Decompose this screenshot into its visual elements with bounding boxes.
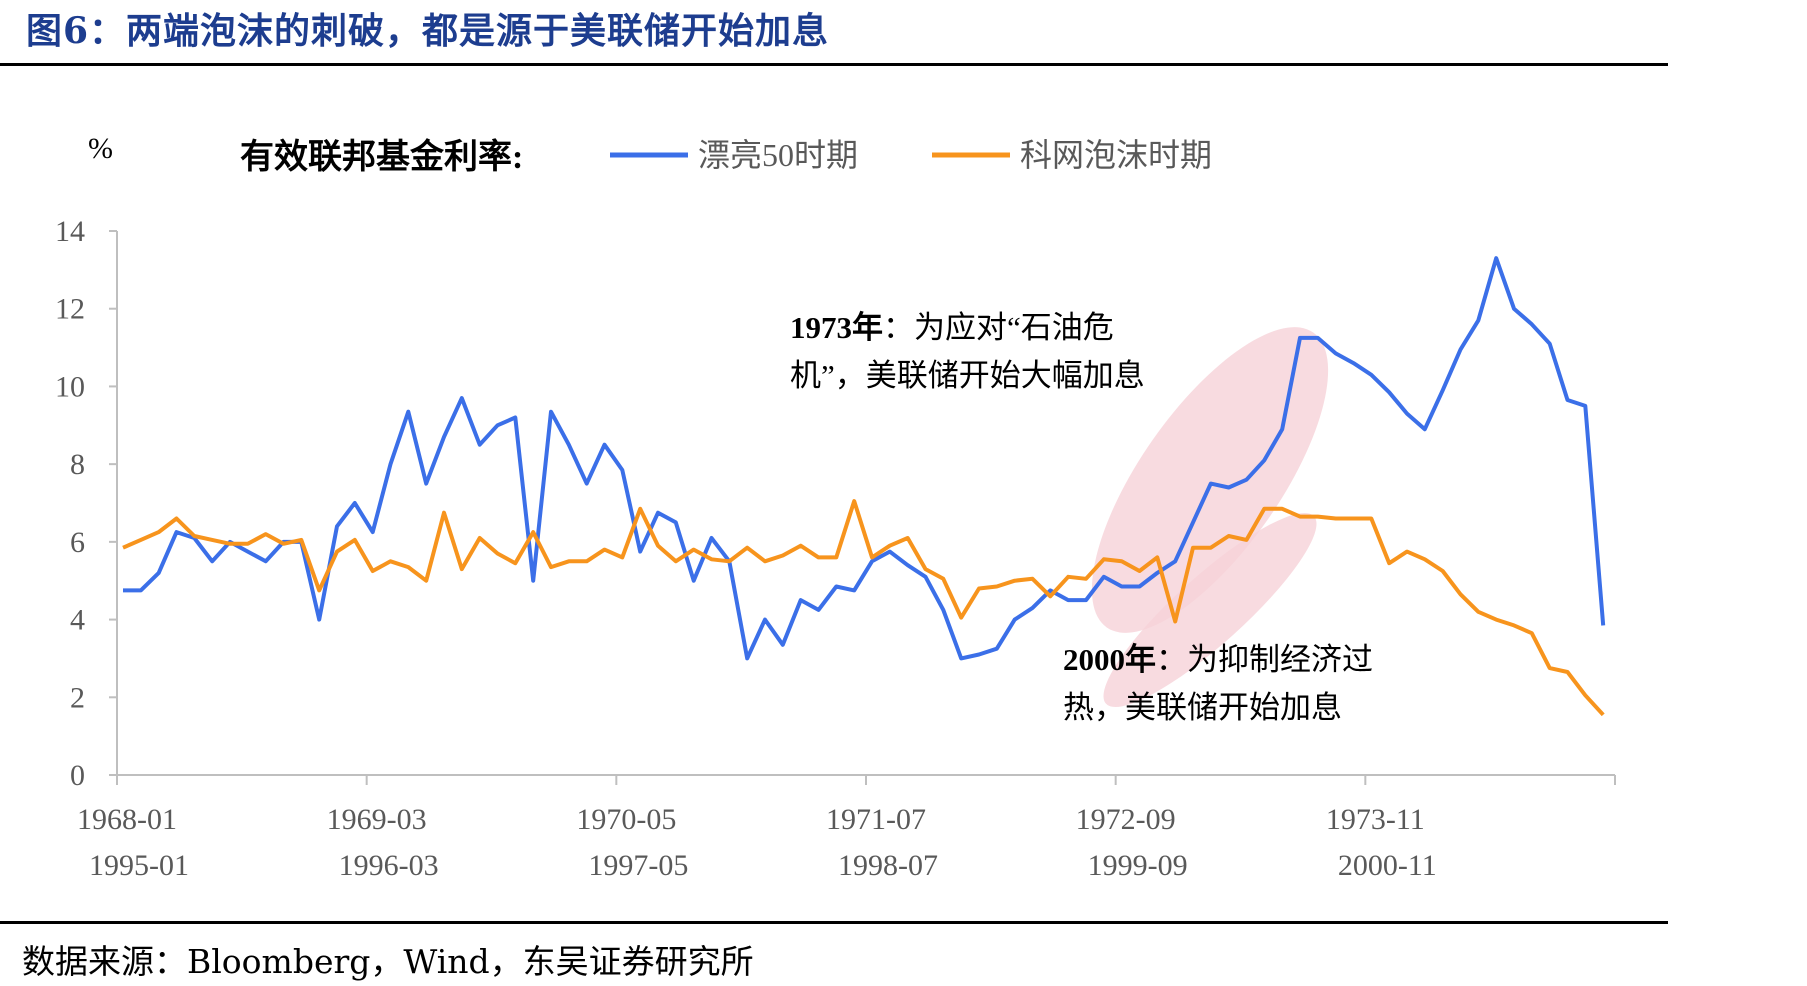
x-tick-label-1995: 1998-07 [838,849,938,882]
annotation-1973: 1973年：为应对“石油危 [790,310,1114,345]
annotation-1973-line2: 机”，美联储开始大幅加息 [790,358,1145,393]
annotation-2000-line2: 热，美联储开始加息 [1063,690,1342,725]
series-line-beautiful50 [123,256,1606,661]
highlight-1973 [1091,327,1329,633]
y-tick-label: 12 [55,293,85,326]
x-tick-label-1995: 2000-11 [1338,849,1437,882]
y-tick-label: 6 [70,526,85,559]
x-tick-label-1968: 1972-09 [1076,803,1176,836]
top-rule [0,63,1668,66]
annotation-2000-line1: ：为抑制经济过 [1156,642,1373,677]
y-tick-label: 4 [70,604,85,637]
legend-label-a: 漂亮50时期 [698,137,858,173]
x-tick-label-1995: 1999-09 [1088,849,1188,882]
y-tick-label: 14 [55,215,85,248]
annotation-2000-year: 2000年 [1063,642,1156,677]
y-tick-label: 2 [70,681,85,714]
y-unit-label: % [88,132,113,165]
bottom-rule [0,921,1668,924]
x-tick-label-1968: 1973-11 [1326,803,1425,836]
source-note: 数据来源：Bloomberg，Wind，东吴证券研究所 [22,942,754,981]
x-tick-label-1995: 1995-01 [89,849,189,882]
x-tick-label-1968: 1971-07 [826,803,926,836]
y-tick-label: 0 [70,759,85,792]
legend-label-b: 科网泡沫时期 [1020,137,1212,173]
x-tick-label-1995: 1997-05 [588,849,688,882]
annotation-1973-year: 1973年 [790,310,883,345]
line-chart: % 有效联邦基金利率: 漂亮50时期 科网泡沫时期 0 2 4 6 8 10 12 14 19… [55,132,1616,882]
y-tick-label: 10 [55,370,85,403]
series-line-dotcom [122,499,1605,717]
x-tick-label-1968: 1968-01 [77,803,177,836]
x-tick-label-1968: 1969-03 [327,803,427,836]
figure-title: 图6：两端泡沫的刺破，都是源于美联储开始加息 [26,10,830,52]
legend-title: 有效联邦基金利率: [240,137,523,176]
x-tick-label-1995: 1996-03 [339,849,439,882]
annotation-1973-line1: ：为应对“石油危 [883,310,1114,345]
y-tick-label: 8 [70,448,85,481]
x-tick-label-1968: 1970-05 [576,803,676,836]
annotation-2000: 2000年：为抑制经济过 [1063,642,1373,677]
highlight-2000 [1103,512,1317,708]
